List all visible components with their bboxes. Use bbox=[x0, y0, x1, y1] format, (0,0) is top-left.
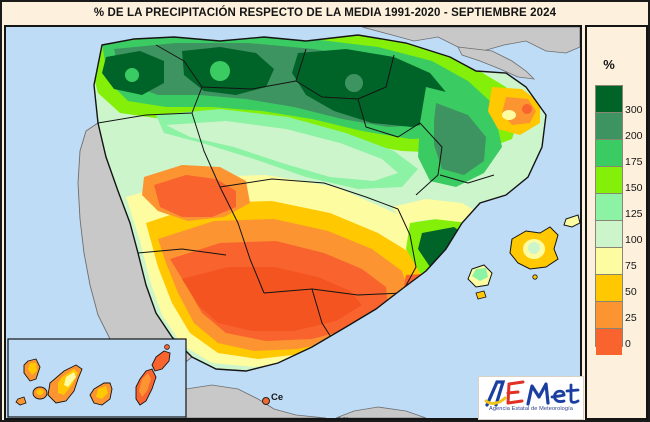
canary-islands-inset bbox=[7, 338, 187, 418]
legend-band-100-125 bbox=[596, 221, 622, 248]
legend-tick-175: 175 bbox=[625, 156, 643, 168]
legend-tick-125: 125 bbox=[625, 208, 643, 220]
legend-band-0-25 bbox=[596, 329, 622, 355]
legend-band-125-150 bbox=[596, 194, 622, 221]
legend-tick-150: 150 bbox=[625, 182, 643, 194]
legend-band-175-200 bbox=[596, 140, 622, 167]
legend-tick-25: 25 bbox=[625, 312, 637, 324]
precipitation-choropleth-map bbox=[6, 27, 580, 418]
legend-tick-100: 100 bbox=[625, 234, 643, 246]
legend-tick-75: 75 bbox=[625, 260, 637, 272]
color-scale-bar bbox=[595, 85, 623, 355]
legend-tick-0: 0 bbox=[625, 338, 631, 350]
melilla-label: MI bbox=[338, 416, 349, 418]
legend-band-200-300 bbox=[596, 113, 622, 140]
region-boundaries bbox=[97, 44, 495, 346]
balearic-islands-group bbox=[467, 214, 580, 300]
iberia-outline bbox=[93, 34, 547, 372]
legend-tick-200: 200 bbox=[625, 130, 643, 142]
aemet-wordmark bbox=[484, 380, 580, 407]
aemet-tagline: Agencia Estatal de Meteorología bbox=[489, 406, 573, 412]
legend-band-25-50 bbox=[596, 302, 622, 329]
legend-band-50-75 bbox=[596, 275, 622, 302]
legend-band-75-100 bbox=[596, 248, 622, 275]
ceuta-marker bbox=[262, 397, 270, 405]
legend-panel: % 300 200 175 150 125 100 75 50 25 0 bbox=[585, 25, 648, 420]
aemet-logo: Agencia Estatal de Meteorología bbox=[478, 376, 584, 420]
legend-tick-300: 300 bbox=[625, 104, 643, 116]
ceuta-label: Ce bbox=[271, 392, 284, 403]
legend-band-150-175 bbox=[596, 167, 622, 194]
map-panel[interactable]: Ce MI bbox=[4, 25, 582, 420]
legend-band--300 bbox=[596, 86, 622, 113]
page-title: % DE LA PRECIPITACIÓN RESPECTO DE LA MED… bbox=[93, 6, 557, 19]
title-bar: % DE LA PRECIPITACIÓN RESPECTO DE LA MED… bbox=[2, 2, 648, 23]
legend-unit-label: % bbox=[603, 57, 615, 72]
legend-tick-50: 50 bbox=[625, 286, 637, 298]
